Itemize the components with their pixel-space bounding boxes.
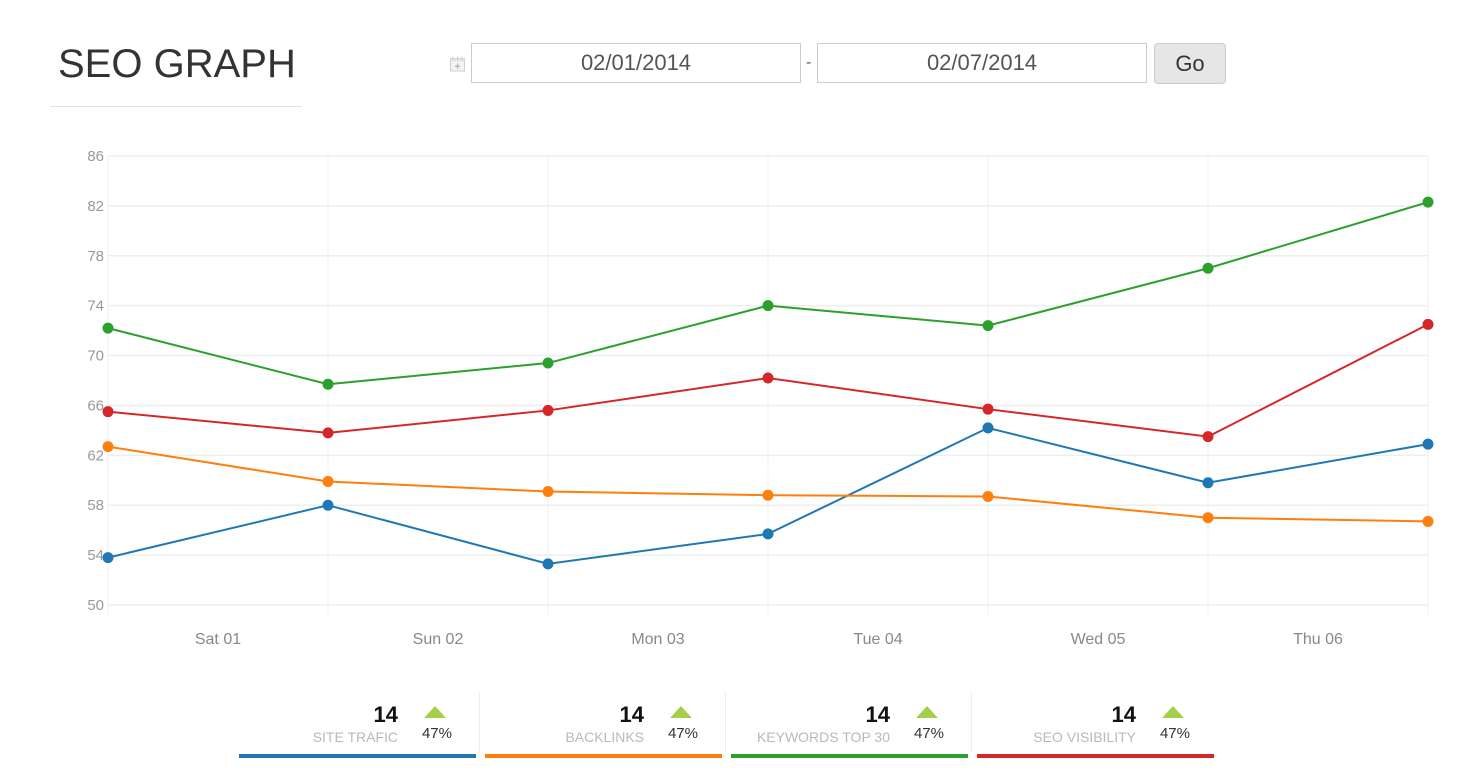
- data-point: [1422, 515, 1434, 527]
- x-axis: Sat 01 Sun 02 Mon 03 Tue 04 Wed 05 Thu 06: [195, 631, 1343, 648]
- data-point: [982, 490, 994, 502]
- data-point: [1422, 196, 1434, 208]
- stat-site-trafic: 14 SITE TRAFIC 47%: [239, 692, 480, 760]
- arrow-up-icon: [670, 706, 692, 718]
- stat-backlinks: 14 BACKLINKS 47%: [485, 692, 726, 760]
- stat-color-bar: [731, 754, 968, 758]
- data-point: [102, 441, 114, 453]
- y-axis: 86 82 78 74 70 66 62 58 54 50: [87, 148, 104, 614]
- y-tick-label: 66: [87, 397, 104, 414]
- data-point: [102, 406, 114, 418]
- arrow-up-icon: [916, 706, 938, 718]
- data-point: [982, 422, 994, 434]
- y-tick-label: 78: [87, 248, 104, 265]
- data-point: [762, 528, 774, 540]
- data-point: [322, 476, 334, 488]
- y-tick-label: 82: [87, 198, 104, 215]
- stat-change: 47%: [421, 725, 452, 742]
- data-point: [1202, 477, 1214, 489]
- stat-keywords-top-30: 14 KEYWORDS TOP 30 47%: [731, 692, 972, 760]
- data-point: [1422, 318, 1434, 330]
- stat-divider: [479, 692, 480, 752]
- y-tick-label: 62: [87, 447, 104, 464]
- x-tick-label: Tue 04: [853, 631, 902, 648]
- stat-value: 14: [865, 702, 890, 727]
- stat-value: 14: [1111, 702, 1136, 727]
- stat-label: KEYWORDS TOP 30: [756, 729, 890, 745]
- stat-label: BACKLINKS: [565, 729, 644, 745]
- stat-value: 14: [373, 702, 398, 727]
- arrow-up-icon: [424, 706, 446, 718]
- data-point: [322, 427, 334, 439]
- stat-divider: [971, 692, 972, 752]
- y-tick-label: 70: [87, 348, 104, 365]
- y-tick-label: 54: [87, 547, 104, 564]
- stat-change: 47%: [913, 725, 944, 742]
- stat-change: 47%: [667, 725, 698, 742]
- page-title: SEO GRAPH: [58, 42, 296, 86]
- y-tick-label: 50: [87, 597, 104, 614]
- data-point: [1202, 512, 1214, 524]
- stat-color-bar: [485, 754, 722, 758]
- stat-change: 47%: [1159, 725, 1190, 742]
- x-tick-label: Sun 02: [413, 631, 464, 648]
- data-point: [102, 322, 114, 334]
- data-point: [762, 372, 774, 384]
- stat-divider: [725, 692, 726, 752]
- data-point: [982, 320, 994, 332]
- data-point: [762, 489, 774, 501]
- data-point: [542, 558, 554, 570]
- data-point: [102, 552, 114, 564]
- data-point: [1422, 438, 1434, 450]
- x-tick-label: Mon 03: [631, 631, 684, 648]
- calendar-icon[interactable]: [449, 55, 466, 72]
- chart-grid: [107, 155, 1429, 615]
- data-point: [322, 378, 334, 390]
- data-point: [982, 403, 994, 415]
- data-point: [542, 486, 554, 498]
- data-point: [762, 300, 774, 312]
- stat-seo-visibility: 14 SEO VISIBILITY 47%: [977, 692, 1214, 760]
- series-points: [102, 196, 1434, 570]
- y-tick-label: 58: [87, 497, 104, 514]
- title-divider: [50, 106, 302, 107]
- x-tick-label: Sat 01: [195, 631, 241, 648]
- data-point: [542, 404, 554, 416]
- seo-line-chart: 86 82 78 74 70 66 62 58 54 50 Sat 01 Sun 02 Mon 03 T…: [87, 148, 1434, 648]
- date-range-separator: -: [806, 54, 812, 71]
- data-point: [1202, 262, 1214, 274]
- x-tick-label: Wed 05: [1071, 631, 1126, 648]
- date-to-input[interactable]: [817, 43, 1147, 83]
- y-tick-label: 86: [87, 148, 104, 165]
- date-from-input[interactable]: [471, 43, 801, 83]
- data-point: [1202, 431, 1214, 443]
- data-point: [542, 357, 554, 369]
- stat-label: SEO VISIBILITY: [1033, 729, 1136, 745]
- data-point: [322, 499, 334, 511]
- y-tick-label: 74: [87, 298, 104, 315]
- go-button[interactable]: Go: [1154, 43, 1226, 84]
- arrow-up-icon: [1162, 706, 1184, 718]
- stat-value: 14: [619, 702, 644, 727]
- x-tick-label: Thu 06: [1293, 631, 1343, 648]
- stat-color-bar: [239, 754, 476, 758]
- stats-summary: 14 SITE TRAFIC 47% 14 BACKLINKS 47% 14 K…: [239, 692, 1215, 760]
- stat-label: SITE TRAFIC: [312, 729, 398, 745]
- stat-color-bar: [977, 754, 1214, 758]
